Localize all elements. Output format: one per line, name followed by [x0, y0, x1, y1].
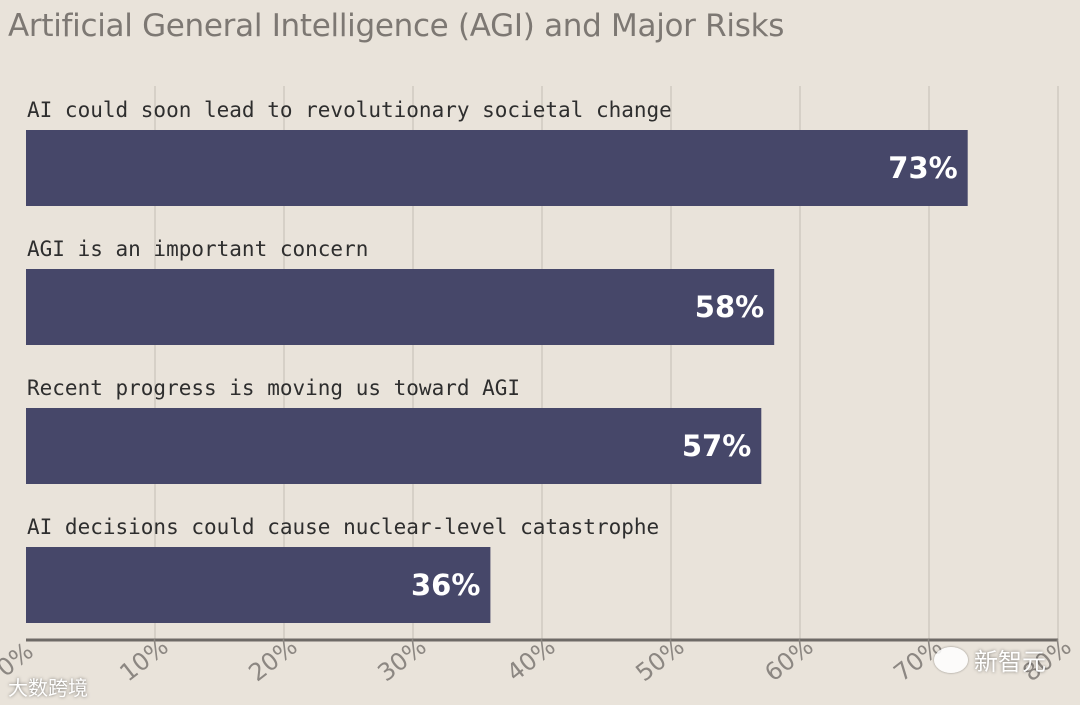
value-label: 73%: [888, 151, 957, 185]
bar: [26, 547, 491, 623]
watermark-right-text: 新智元: [974, 648, 1046, 676]
value-label: 36%: [411, 568, 480, 602]
bar: [26, 130, 968, 206]
category-label: AI could soon lead to revolutionary soci…: [27, 98, 672, 122]
value-label: 58%: [695, 290, 764, 324]
category-label: AGI is an important concern: [27, 237, 368, 261]
bar: [26, 269, 775, 345]
category-label: Recent progress is moving us toward AGI: [27, 376, 520, 400]
value-label: 57%: [682, 429, 751, 463]
watermark-right: 新智元: [934, 642, 1046, 677]
watermark-left: 大数跨境: [8, 676, 88, 700]
wechat-icon: [934, 646, 968, 673]
chart-title: Artificial General Intelligence (AGI) an…: [8, 8, 785, 44]
bar: [26, 408, 762, 484]
category-label: AI decisions could cause nuclear-level c…: [27, 515, 659, 539]
